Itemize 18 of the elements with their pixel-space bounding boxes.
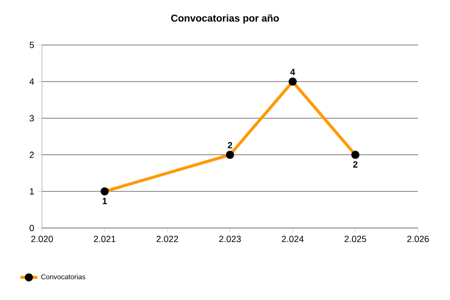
data-label: 2 [228,142,232,148]
x-tick-label: 2.026 [407,236,429,242]
y-tick-label: 5 [30,42,34,48]
x-tick-label: 2.024 [282,236,304,242]
data-label: 2 [353,161,358,168]
y-tick-label: 4 [29,78,34,85]
x-tick-label: 2.021 [94,236,116,242]
y-tick-label: 3 [30,115,34,122]
x-tick-label: 2.022 [156,236,178,242]
y-tick-label: 0 [30,224,34,232]
data-label: 1 [102,198,107,204]
x-tick-label: 2.023 [219,236,241,242]
y-tick-label: 2 [30,152,34,158]
x-tick-label: 2.020 [31,236,53,242]
data-label: 4 [290,68,296,76]
x-tick-label: 2.025 [344,236,366,242]
chart-title: Convocatorias por año [171,14,279,24]
y-tick-label: 1 [30,188,34,194]
